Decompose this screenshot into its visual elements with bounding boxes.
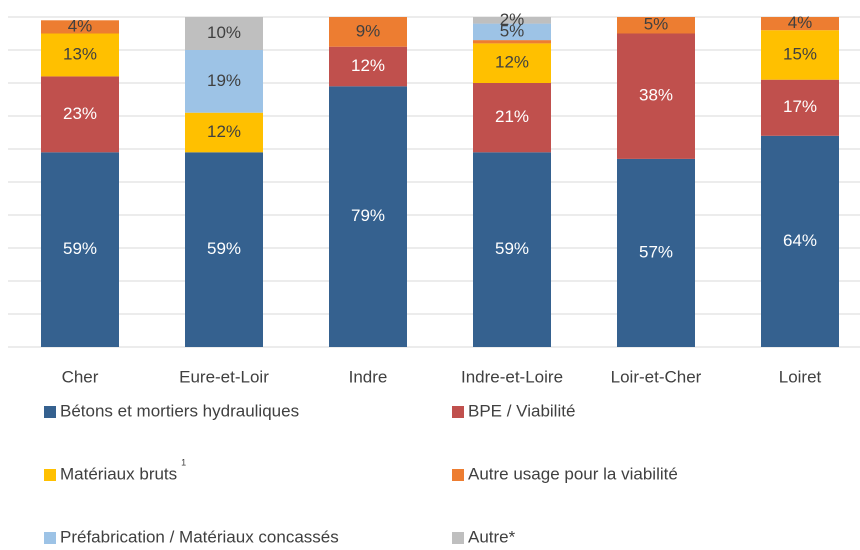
bar-segment — [41, 152, 119, 347]
bar-segment — [761, 17, 839, 31]
data-label: 64% — [783, 231, 817, 250]
data-label: 4% — [788, 13, 813, 32]
bar-segment — [473, 17, 551, 24]
bar-segment — [617, 158, 695, 347]
legend-label: BPE / Viabilité — [468, 401, 575, 420]
x-tick-label: Indre — [349, 367, 388, 386]
data-label: 57% — [639, 242, 673, 261]
data-label: 10% — [207, 23, 241, 42]
bar-segment — [761, 79, 839, 136]
data-label: 12% — [495, 53, 529, 72]
legend-swatch — [44, 469, 56, 481]
x-tick-label: Indre-et-Loire — [461, 367, 563, 386]
legend-swatch — [452, 406, 464, 418]
legend-footnote: 1 — [181, 457, 186, 467]
data-label: 4% — [68, 16, 93, 35]
data-label: 59% — [63, 239, 97, 258]
data-label: 17% — [783, 97, 817, 116]
data-label: 5% — [500, 21, 525, 40]
bar-segment — [185, 17, 263, 50]
x-tick-label: Loiret — [779, 367, 822, 386]
x-tick-label: Loir-et-Cher — [611, 367, 702, 386]
data-label: 12% — [351, 56, 385, 75]
data-label: 23% — [63, 104, 97, 123]
bar-segment — [617, 33, 695, 159]
data-label: 9% — [356, 21, 381, 40]
bar-segment — [185, 152, 263, 347]
bar-segment — [473, 152, 551, 347]
bar-segment — [617, 17, 695, 34]
data-label: 5% — [644, 15, 669, 34]
bar-segment — [329, 86, 407, 348]
data-label: 2% — [500, 10, 525, 29]
x-tick-label: Cher — [62, 367, 99, 386]
legend-swatch — [44, 532, 56, 544]
bar-segment — [473, 43, 551, 83]
data-label: 21% — [495, 107, 529, 126]
x-tick-label: Eure-et-Loir — [179, 367, 269, 386]
bar-segment — [41, 20, 119, 34]
bar-segment — [185, 50, 263, 113]
bar-segment — [41, 33, 119, 77]
bar-segment — [473, 83, 551, 153]
data-label: 79% — [351, 206, 385, 225]
data-label: 59% — [207, 239, 241, 258]
legend-swatch — [452, 469, 464, 481]
bar-segment — [329, 46, 407, 87]
bar-segment — [41, 76, 119, 153]
bar-segment — [329, 17, 407, 47]
bar-segment — [185, 112, 263, 153]
legend-label: Bétons et mortiers hydrauliques — [60, 401, 299, 420]
legend-label: Matériaux bruts — [60, 464, 177, 483]
bar-segment — [473, 23, 551, 41]
bar-segment — [473, 40, 551, 44]
data-label: 19% — [207, 71, 241, 90]
legend-label: Autre* — [468, 527, 516, 546]
legend-label: Autre usage pour la viabilité — [468, 464, 678, 483]
legend-swatch — [44, 406, 56, 418]
data-label: 13% — [63, 44, 97, 63]
bar-segment — [761, 135, 839, 347]
bar-segment — [761, 30, 839, 80]
data-label: 12% — [207, 122, 241, 141]
legend-label: Préfabrication / Matériaux concassés — [60, 527, 339, 546]
data-label: 59% — [495, 239, 529, 258]
data-label: 38% — [639, 86, 673, 105]
legend-swatch — [452, 532, 464, 544]
data-label: 15% — [783, 44, 817, 63]
